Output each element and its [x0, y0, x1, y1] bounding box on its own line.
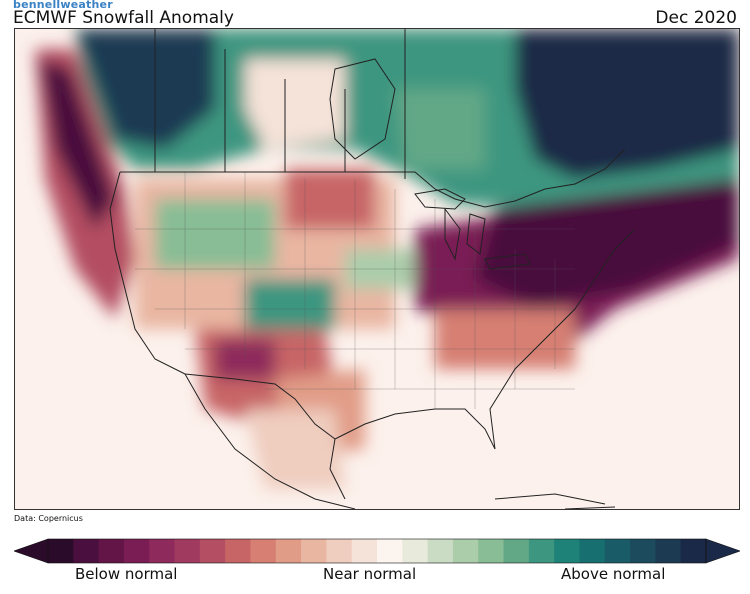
colorbar-cell — [351, 539, 378, 563]
anomaly-field — [35, 29, 739, 489]
colorbar-cell — [377, 539, 403, 563]
chart-title: ECMWF Snowfall Anomaly — [13, 8, 234, 28]
colorbar-right-arrow — [705, 538, 740, 564]
colorbar-cell — [579, 539, 606, 563]
colorbar-cell — [73, 539, 100, 563]
state-borders — [135, 172, 575, 409]
colorbar-cell — [554, 539, 580, 563]
colorbar-cell — [149, 539, 176, 563]
colorbar-cell — [301, 539, 327, 563]
colorbar — [14, 538, 740, 564]
period-label: Dec 2020 — [655, 8, 737, 28]
colorbar-cell — [48, 539, 74, 563]
colorbar-cell — [427, 539, 454, 563]
colorbar-cell — [225, 539, 251, 563]
colorbar-cell — [680, 539, 707, 563]
colorbar-cell — [402, 539, 429, 563]
colorbar-cell — [123, 539, 150, 563]
colorbar-cell — [174, 539, 201, 563]
colorbar-cell — [98, 539, 125, 563]
colorbar-cell — [250, 539, 277, 563]
colorbar-cell — [199, 539, 226, 563]
colorbar-cell — [503, 539, 530, 563]
colorbar-outline — [47, 538, 707, 564]
brand-logo: bennellweather — [13, 0, 113, 11]
colorbar-cell — [528, 539, 555, 563]
colorbar-cell — [655, 539, 682, 563]
country-borders — [109, 29, 636, 509]
colorbar-cell — [326, 539, 353, 563]
snowfall-anomaly-map — [14, 28, 740, 510]
data-source: Data: Copernicus — [14, 514, 83, 523]
colorbar-cell — [630, 539, 656, 563]
colorbar-cell — [275, 539, 302, 563]
legend-below-label: Below normal — [75, 565, 178, 583]
legend-near-label: Near normal — [323, 565, 417, 583]
colorbar-cell — [478, 539, 505, 563]
colorbar-left-arrow — [14, 538, 49, 564]
colorbar-cell — [604, 539, 631, 563]
legend-above-label: Above normal — [561, 565, 666, 583]
colorbar-cell — [452, 539, 479, 563]
